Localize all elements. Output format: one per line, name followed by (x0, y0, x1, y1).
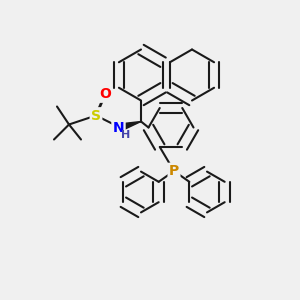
Text: N: N (113, 121, 124, 134)
Text: O: O (99, 88, 111, 101)
Text: P: P (169, 164, 179, 178)
Text: H: H (121, 130, 130, 140)
Polygon shape (119, 122, 141, 131)
Text: S: S (91, 109, 101, 122)
